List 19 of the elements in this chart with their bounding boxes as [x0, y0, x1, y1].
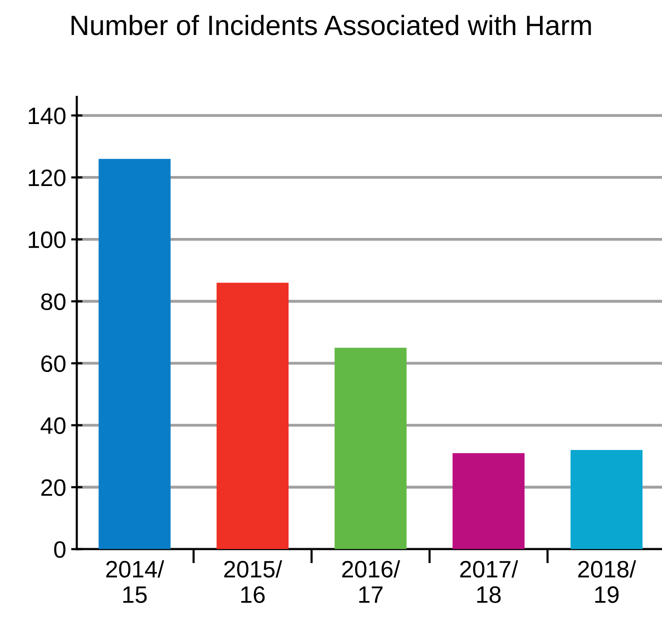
x-tick-label: 2014/ 15	[106, 560, 164, 604]
chart-title: Number of Incidents Associated with Harm	[72, 14, 591, 36]
bar	[570, 450, 643, 550]
bar	[452, 453, 525, 550]
y-tick-label: 60	[41, 355, 66, 372]
y-tick-label: 0	[54, 541, 66, 558]
y-tick-label: 140	[28, 108, 66, 124]
y-tick-label: 100	[28, 231, 66, 248]
x-tick-label: 2016/ 17	[342, 560, 400, 603]
bar	[216, 282, 289, 550]
x-tick-label: 2018/ 19	[578, 560, 636, 604]
y-tick-label: 120	[28, 169, 66, 186]
x-tick-label: 2017/ 18	[460, 560, 518, 604]
y-tick-label: 80	[41, 293, 66, 310]
bar	[334, 348, 407, 550]
y-tick-label: 20	[41, 479, 66, 496]
y-tick-label: 40	[40, 417, 66, 434]
bar	[98, 158, 171, 550]
x-tick-label: 2015/ 16	[224, 560, 282, 604]
